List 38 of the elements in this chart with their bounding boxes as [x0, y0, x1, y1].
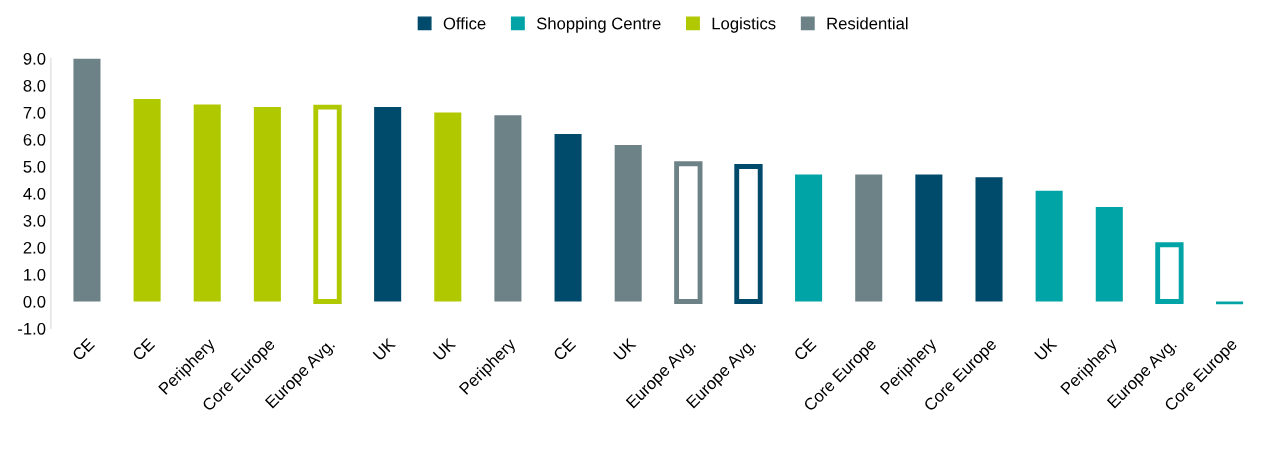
x-tick-label: CE [71, 337, 96, 362]
y-tick-label: 4.0 [23, 187, 46, 200]
y-tick-label: 3.0 [23, 214, 46, 227]
x-tick-label: CE [552, 337, 577, 362]
bar [1035, 190, 1063, 302]
bar [434, 112, 462, 302]
bar [253, 107, 281, 302]
x-tick-label: UK [432, 337, 457, 361]
bar [133, 99, 161, 302]
bar [855, 174, 883, 302]
bar [975, 177, 1003, 302]
y-tick-label: -1.0 [18, 322, 46, 335]
x-tick-label: CE [793, 337, 817, 362]
y-tick-label: 2.0 [23, 241, 46, 254]
bar [614, 144, 642, 302]
y-tick-label: 8.0 [23, 79, 46, 92]
x-tick-label: CE [131, 337, 156, 362]
y-tick-label: 9.0 [23, 52, 46, 65]
legend-label: Shopping Centre [536, 17, 661, 33]
x-tick-label: UK [372, 337, 397, 361]
y-tick-label: 1.0 [24, 268, 46, 281]
legend-label: Logistics [712, 17, 776, 33]
x-tick-label: UK [613, 337, 637, 361]
legend-label: Office [443, 17, 486, 30]
bar [193, 104, 221, 302]
x-tick-label: UK [1034, 337, 1058, 361]
y-tick-label: 6.0 [23, 133, 46, 146]
y-tick-label: 5.0 [23, 160, 46, 173]
bar [915, 174, 943, 302]
bar [795, 174, 823, 302]
legend-label: Residential [827, 17, 908, 30]
y-tick-label: 7.0 [23, 106, 46, 119]
bar [494, 115, 522, 302]
bar [374, 107, 402, 302]
bar [1095, 207, 1123, 302]
bar [73, 58, 101, 302]
bar [554, 134, 582, 302]
y-tick-label: 0.0 [23, 295, 46, 308]
